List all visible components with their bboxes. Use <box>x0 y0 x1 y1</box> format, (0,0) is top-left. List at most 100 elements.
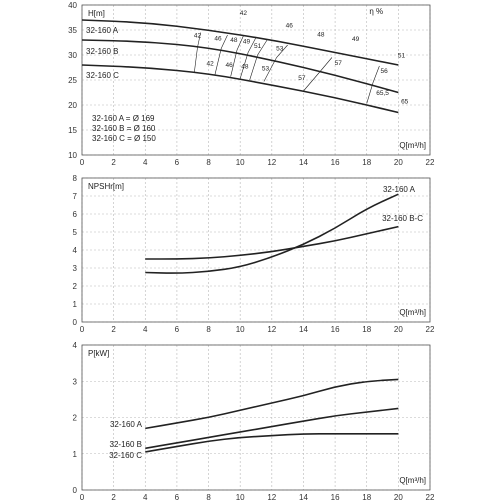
efficiency-label: 48 <box>241 64 249 71</box>
y-tick-label: 2 <box>73 282 78 291</box>
x-tick-label: 18 <box>362 493 371 500</box>
x-tick-label: 22 <box>426 158 435 167</box>
y-axis-label: P[kW] <box>88 349 109 358</box>
series-label: 32-160 B <box>86 47 118 56</box>
y-tick-label: 2 <box>73 414 78 423</box>
series-line <box>81 39 399 94</box>
x-tick-label: 16 <box>331 325 340 334</box>
y-tick-label: 6 <box>73 210 78 219</box>
efficiency-iso-line <box>366 65 380 104</box>
y-tick-label: 15 <box>68 126 77 135</box>
x-tick-label: 2 <box>111 158 116 167</box>
series-line <box>145 225 399 260</box>
y-tick-label: 5 <box>73 228 78 237</box>
x-tick-label: 12 <box>267 325 276 334</box>
series-label: 32-160 C <box>86 71 119 80</box>
y-tick-label: 30 <box>68 51 77 60</box>
efficiency-label: 51 <box>254 43 262 50</box>
efficiency-label: 49 <box>243 39 251 46</box>
efficiency-label: 49 <box>352 36 360 43</box>
efficiency-iso-line <box>230 35 244 77</box>
y-tick-label: 0 <box>73 318 78 327</box>
y-tick-label: 0 <box>73 486 78 495</box>
y-tick-label: 8 <box>73 174 78 183</box>
efficiency-label: 57 <box>298 75 306 82</box>
efficiency-label: 46 <box>214 36 222 43</box>
diameter-annotation: 32-160 B = Ø 160 <box>92 124 156 133</box>
x-tick-label: 0 <box>80 493 85 500</box>
x-tick-label: 6 <box>175 325 180 334</box>
x-tick-label: 22 <box>426 493 435 500</box>
y-tick-label: 7 <box>73 192 78 201</box>
x-tick-label: 14 <box>299 158 308 167</box>
series-line <box>81 64 399 114</box>
y-tick-label: 1 <box>73 450 78 459</box>
x-tick-label: 18 <box>362 325 371 334</box>
y-tick-label: 1 <box>73 300 78 309</box>
panel-1: 0 2 4 6 8 10 12 14 16 18 20 2210152025303540H[m]Q[m… <box>68 1 435 167</box>
x-tick-label: 4 <box>143 493 148 500</box>
x-tick-label: 8 <box>206 325 211 334</box>
efficiency-label: 56 <box>381 68 389 75</box>
x-tick-label: 20 <box>394 493 403 500</box>
series-label: 32-160 A <box>383 185 416 194</box>
y-tick-label: 35 <box>68 26 77 35</box>
x-tick-label: 0 <box>80 158 85 167</box>
efficiency-iso-line <box>303 57 333 92</box>
series-label: 32-160 A <box>110 420 143 429</box>
x-tick-label: 4 <box>143 325 148 334</box>
efficiency-label: 53 <box>262 66 270 73</box>
diameter-annotation: 32-160 C = Ø 150 <box>92 134 156 143</box>
efficiency-iso-line <box>239 37 257 79</box>
x-tick-label: 2 <box>111 325 116 334</box>
efficiency-label: 42 <box>240 10 248 17</box>
plot-frame <box>81 344 431 491</box>
x-tick-label: 18 <box>362 158 371 167</box>
y-tick-label: 10 <box>68 151 77 160</box>
efficiency-label: 46 <box>286 23 294 30</box>
series-line <box>81 19 399 66</box>
y-tick-label: 3 <box>73 264 78 273</box>
y-tick-label: 40 <box>68 1 77 10</box>
efficiency-label: 42 <box>207 61 215 68</box>
x-tick-label: 6 <box>175 493 180 500</box>
diameter-annotation: 32-160 A = Ø 169 <box>92 114 155 123</box>
plot-frame <box>81 4 431 156</box>
y-tick-label: 3 <box>73 377 78 386</box>
efficiency-label: 48 <box>317 32 325 39</box>
x-tick-label: 20 <box>394 158 403 167</box>
x-tick-label: 4 <box>143 158 148 167</box>
y-axis-label: NPSHr[m] <box>88 182 124 191</box>
series-label: 32-160 B <box>110 440 142 449</box>
panel-2: 0 2 4 6 8 10 12 14 16 18 20 22012345678NPSHr[m]Q[m³… <box>73 174 435 334</box>
x-tick-label: 10 <box>236 158 245 167</box>
x-tick-label: 0 <box>80 325 85 334</box>
efficiency-iso-line <box>249 39 268 81</box>
x-tick-label: 22 <box>426 325 435 334</box>
efficiency-label: 57 <box>335 60 343 67</box>
series-label: 32-160 B-C <box>382 214 423 223</box>
efficiency-iso-line <box>194 32 201 73</box>
x-tick-label: 8 <box>206 493 211 500</box>
x-tick-label: 2 <box>111 493 116 500</box>
efficiency-iso-line <box>263 44 288 82</box>
x-tick-label: 12 <box>267 158 276 167</box>
x-tick-label: 14 <box>299 325 308 334</box>
x-tick-label: 10 <box>236 493 245 500</box>
y-tick-label: 4 <box>73 341 78 350</box>
series-line <box>145 407 399 450</box>
efficiency-label: 51 <box>398 53 406 60</box>
plot-frame <box>81 177 431 323</box>
x-tick-label: 16 <box>331 158 340 167</box>
efficiency-symbol: η % <box>369 7 383 16</box>
x-tick-label: 16 <box>331 493 340 500</box>
series-label: 32-160 C <box>109 451 142 460</box>
series-label: 32-160 A <box>86 26 119 35</box>
y-tick-label: 4 <box>73 246 78 255</box>
x-tick-label: 20 <box>394 325 403 334</box>
x-tick-label: 8 <box>206 158 211 167</box>
series-line <box>145 433 399 453</box>
efficiency-label: 48 <box>230 37 238 44</box>
panel-3: 0 2 4 6 8 10 12 14 16 18 20 2201234P[kW]Q[m³/h]32-1… <box>73 341 435 500</box>
